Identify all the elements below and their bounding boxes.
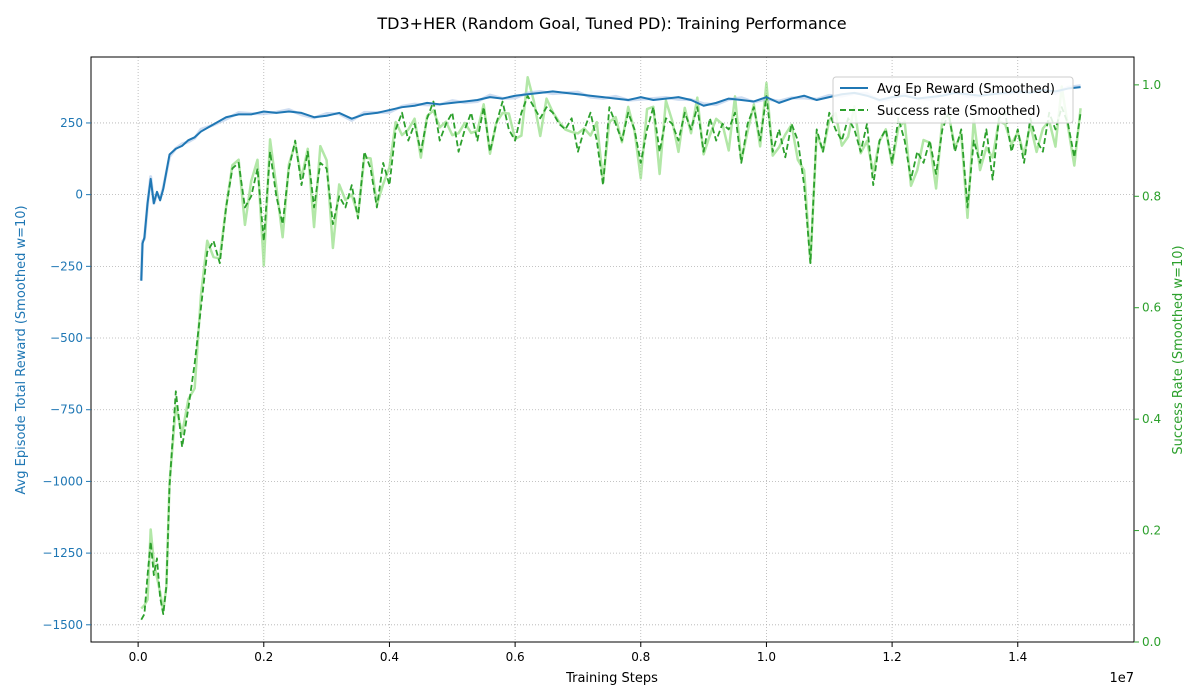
y-left-tick-label: 0 [75,188,83,202]
y-left-axis-ticks: −1500 −1250 −1000 −750 −500 −250 0 250 [42,116,91,632]
x-tick-label: 1.0 [757,650,776,664]
legend-label-reward: Avg Ep Reward (Smoothed) [877,82,1055,97]
y-right-axis-label: Success Rate (Smoothed w=10) [1171,245,1186,454]
y-right-tick-label: 0.0 [1142,635,1161,649]
x-tick-label: 0.6 [506,650,525,664]
x-tick-label: 1.4 [1008,650,1027,664]
y-left-tick-label: −500 [50,331,83,345]
legend: Avg Ep Reward (Smoothed) Success rate (S… [832,76,1074,124]
x-axis-offset-label: 1e7 [1109,671,1134,686]
x-axis-label: Training Steps [565,671,658,686]
x-tick-label: 0.8 [631,650,650,664]
success-raw-line [140,76,1082,612]
legend-label-success: Success rate (Smoothed) [877,104,1041,119]
y-left-tick-label: −250 [50,259,83,273]
chart-title: TD3+HER (Random Goal, Tuned PD): Trainin… [376,14,846,33]
y-right-tick-label: 0.4 [1142,412,1161,426]
x-tick-label: 0.4 [380,650,399,664]
y-left-tick-label: −1000 [42,474,83,488]
y-left-axis-label: Avg Episode Total Reward (Smoothed w=10) [14,205,29,494]
y-left-tick-label: 250 [60,116,83,130]
success-rate-line [140,95,1082,621]
y-right-tick-label: 0.2 [1142,524,1161,538]
y-right-tick-label: 1.0 [1142,78,1161,92]
x-axis-ticks: 0.0 0.2 0.4 0.6 0.8 1.0 1.2 1.4 [129,642,1027,664]
x-tick-label: 1.2 [883,650,902,664]
y-left-tick-label: −750 [50,403,83,417]
x-tick-label: 0.0 [129,650,148,664]
plot-frame [90,56,1135,643]
y-left-tick-label: −1250 [42,546,83,560]
y-right-tick-label: 0.6 [1142,301,1161,315]
y-right-tick-label: 0.8 [1142,189,1161,203]
y-left-tick-label: −1500 [42,618,83,632]
x-tick-label: 0.2 [254,650,273,664]
legend-box [832,76,1074,124]
y-right-axis-ticks: 0.0 0.2 0.4 0.6 0.8 1.0 [1134,78,1161,649]
